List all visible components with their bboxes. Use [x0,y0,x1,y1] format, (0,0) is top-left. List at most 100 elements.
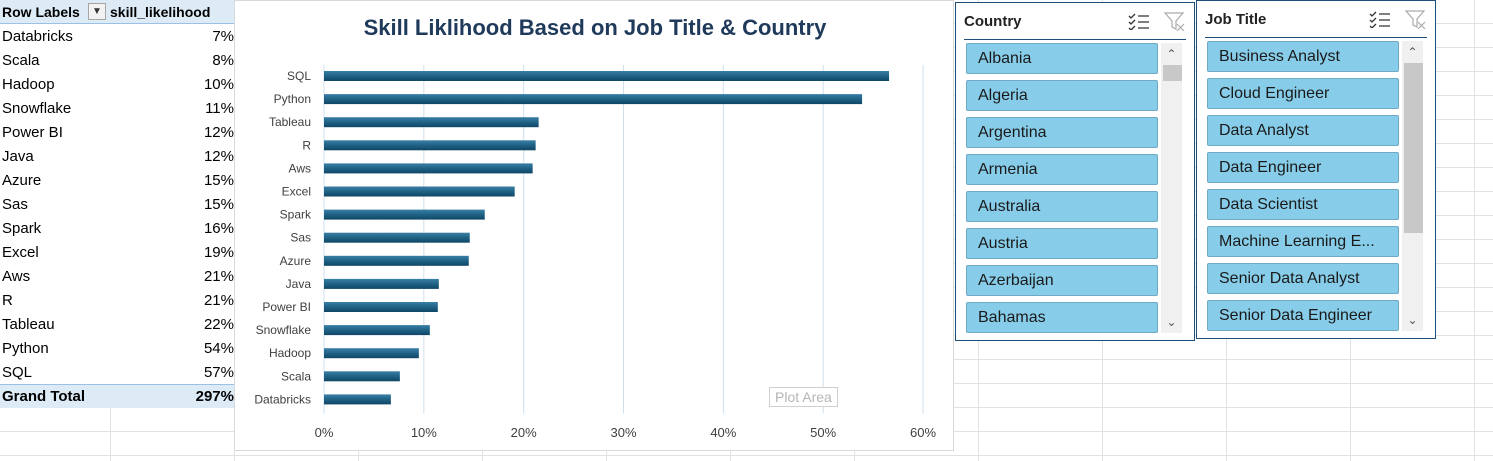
slicer-item[interactable]: Data Engineer [1207,152,1399,183]
grand-total-row[interactable]: Grand Total 297% [0,384,236,408]
row-labels-header[interactable]: Row Labels [2,3,80,20]
row-value: 8% [212,51,234,69]
slicer-item[interactable]: Argentina [966,117,1158,148]
chevron-down-icon[interactable]: ⌄ [1407,313,1418,327]
table-row[interactable]: Excel 19% [0,240,236,264]
job-title-scrollbar[interactable]: ⌃ ⌄ [1402,41,1423,331]
row-value: 11% [205,99,234,117]
row-label: Sas [2,195,28,213]
row-label: Python [2,339,49,357]
row-label: Snowflake [2,99,72,117]
bar[interactable] [324,117,539,128]
row-label: Hadoop [2,75,55,93]
slicer-item[interactable]: Machine Learning E... [1207,226,1399,257]
table-row[interactable]: Aws 21% [0,264,236,288]
y-category-label: R [302,138,311,152]
clear-filter-icon[interactable] [1164,11,1186,31]
y-category-label: Scala [281,369,311,383]
bar-chart[interactable]: Skill Liklihood Based on Job Title & Cou… [234,0,954,451]
row-value: 15% [203,195,234,213]
table-row[interactable]: Power BI 12% [0,120,236,144]
bar[interactable] [324,232,470,243]
row-label: Aws [2,267,31,285]
y-category-label: Snowflake [256,323,312,337]
bar[interactable] [324,71,890,81]
row-value: 22% [203,315,234,333]
row-label: Excel [2,243,39,261]
slicer-item[interactable]: Armenia [966,154,1158,185]
slicer-item[interactable]: Business Analyst [1207,41,1399,72]
table-row[interactable]: Tableau 22% [0,312,236,336]
bar[interactable] [324,186,515,197]
table-row[interactable]: SQL 57% [0,360,236,384]
y-category-label: Java [286,277,312,291]
slicer-item[interactable]: Cloud Engineer [1207,78,1399,109]
job-title-slicer-header: Job Title [1205,1,1427,38]
slicer-item[interactable]: Senior Data Engineer [1207,300,1399,331]
table-row[interactable]: Spark 16% [0,216,236,240]
clear-filter-icon[interactable] [1405,9,1427,29]
row-label: Scala [2,51,40,69]
y-category-label: Tableau [269,115,311,129]
value-header[interactable]: skill_likelihood [110,3,211,20]
job-title-slicer[interactable]: Job Title Business Analyst Cloud Engineer… [1196,0,1436,339]
row-value: 21% [203,291,234,309]
bar[interactable] [324,278,439,289]
table-row[interactable]: R 21% [0,288,236,312]
chevron-up-icon[interactable]: ⌃ [1407,45,1418,59]
row-value: 21% [203,267,234,285]
country-scrollbar[interactable]: ⌃ ⌄ [1161,43,1182,333]
table-row[interactable]: Hadoop 10% [0,72,236,96]
slicer-item[interactable]: Data Analyst [1207,115,1399,146]
row-label: SQL [2,363,33,381]
table-row[interactable]: Python 54% [0,336,236,360]
y-category-label: Hadoop [269,346,311,360]
y-category-label: SQL [287,69,311,83]
bar[interactable] [324,325,430,336]
x-tick-label: 50% [810,425,836,440]
filter-dropdown-icon[interactable]: ▼ [88,3,106,20]
slicer-item[interactable]: Bahamas [966,302,1158,333]
chart-title: Skill Liklihood Based on Job Title & Cou… [363,15,827,40]
chevron-up-icon[interactable]: ⌃ [1166,47,1177,61]
bar[interactable] [324,371,400,382]
bar[interactable] [324,163,533,174]
slicer-item[interactable]: Senior Data Analyst [1207,263,1399,294]
y-category-label: Sas [290,231,311,245]
slicer-item[interactable]: Albania [966,43,1158,74]
slicer-item[interactable]: Australia [966,191,1158,222]
slicer-item[interactable]: Algeria [966,80,1158,111]
multi-select-icon[interactable] [1369,10,1391,28]
multi-select-icon[interactable] [1128,12,1150,30]
bar[interactable] [324,94,863,105]
table-row[interactable]: Databricks 7% [0,24,236,48]
bar[interactable] [324,255,469,266]
row-label: Power BI [2,123,63,141]
slicer-item[interactable]: Data Scientist [1207,189,1399,220]
chevron-down-icon[interactable]: ⌄ [1166,315,1177,329]
row-value: 54% [203,339,234,357]
y-category-label: Azure [280,254,312,268]
row-label: Tableau [2,315,55,333]
x-tick-label: 10% [411,425,437,440]
x-tick-label: 30% [610,425,636,440]
bar[interactable] [324,348,419,359]
bar[interactable] [324,302,438,312]
y-category-label: Databricks [254,392,311,406]
table-row[interactable]: Snowflake 11% [0,96,236,120]
country-slicer[interactable]: Country Albania Algeria Argentina Armenia Au… [955,2,1195,341]
row-label: Databricks [2,27,73,45]
job-title-scroll-thumb[interactable] [1404,63,1423,233]
row-value: 15% [203,171,234,189]
slicer-item[interactable]: Azerbaijan [966,265,1158,296]
bar[interactable] [324,209,485,220]
bar[interactable] [324,394,391,405]
chart-plot: 0% 10% 20% 30% 40% 50% 60% SQL Python Tableau R Aws… [254,65,936,440]
bar[interactable] [324,140,536,151]
table-row[interactable]: Scala 8% [0,48,236,72]
table-row[interactable]: Java 12% [0,144,236,168]
country-scroll-thumb[interactable] [1163,65,1182,81]
table-row[interactable]: Sas 15% [0,192,236,216]
table-row[interactable]: Azure 15% [0,168,236,192]
slicer-item[interactable]: Austria [966,228,1158,259]
